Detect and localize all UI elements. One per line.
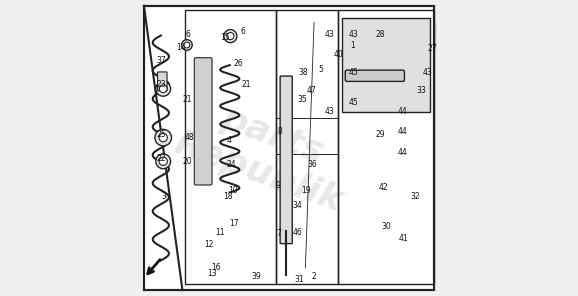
Text: 42: 42 [379, 184, 388, 192]
Wedge shape [426, 15, 434, 21]
Circle shape [156, 81, 171, 96]
Wedge shape [405, 15, 412, 21]
Text: 21: 21 [242, 80, 251, 89]
Text: 21: 21 [182, 95, 192, 104]
Wedge shape [434, 22, 440, 29]
Text: 28: 28 [376, 30, 385, 38]
FancyBboxPatch shape [144, 6, 434, 290]
Wedge shape [426, 50, 434, 57]
Text: 1: 1 [350, 41, 355, 50]
Wedge shape [397, 32, 401, 39]
Text: 40: 40 [334, 50, 343, 59]
Text: 38: 38 [298, 68, 308, 77]
Text: 45: 45 [349, 98, 358, 107]
Text: 35: 35 [298, 95, 307, 104]
Circle shape [227, 33, 234, 40]
Wedge shape [438, 32, 442, 39]
Text: 5: 5 [318, 65, 324, 74]
Text: 15: 15 [221, 33, 230, 41]
Text: 13: 13 [208, 269, 217, 278]
Circle shape [159, 133, 168, 142]
Text: 11: 11 [216, 228, 225, 237]
Bar [185, 10, 276, 284]
Circle shape [184, 42, 190, 48]
FancyBboxPatch shape [280, 76, 292, 244]
Text: 39: 39 [251, 272, 261, 281]
Wedge shape [405, 50, 412, 57]
Wedge shape [416, 13, 423, 17]
Text: 45: 45 [349, 68, 358, 77]
Bar [338, 10, 434, 284]
Text: 24: 24 [227, 160, 236, 169]
Text: 26: 26 [234, 59, 243, 68]
Text: 20: 20 [183, 157, 192, 166]
Circle shape [155, 129, 172, 146]
Polygon shape [342, 18, 429, 112]
Text: 22: 22 [157, 154, 166, 163]
Text: 43: 43 [325, 30, 335, 38]
Text: 14: 14 [176, 43, 186, 52]
Text: 44: 44 [398, 107, 408, 115]
Text: 43: 43 [349, 30, 358, 38]
Circle shape [400, 16, 439, 55]
Text: 36: 36 [307, 160, 317, 169]
FancyBboxPatch shape [345, 70, 405, 81]
Circle shape [156, 154, 171, 169]
Text: 34: 34 [292, 201, 302, 210]
Wedge shape [434, 42, 440, 49]
Text: 32: 32 [411, 192, 421, 201]
Text: 10: 10 [228, 186, 238, 195]
Text: 29: 29 [375, 130, 385, 139]
Text: 30: 30 [381, 222, 391, 231]
FancyBboxPatch shape [194, 58, 212, 185]
Bar [276, 154, 338, 284]
Circle shape [181, 40, 192, 50]
Wedge shape [416, 54, 423, 58]
Text: 25: 25 [156, 130, 166, 139]
Text: 8: 8 [277, 127, 282, 136]
Text: 33: 33 [417, 86, 427, 95]
Bar [276, 10, 338, 284]
Text: 41: 41 [399, 234, 409, 243]
Text: 17: 17 [229, 219, 239, 228]
Text: 19: 19 [301, 186, 310, 195]
Text: parts
Republik: parts Republik [170, 89, 361, 219]
Text: 44: 44 [398, 148, 408, 157]
Text: 4: 4 [227, 136, 232, 145]
Text: 16: 16 [212, 263, 221, 272]
Wedge shape [398, 22, 405, 29]
Circle shape [410, 27, 428, 44]
Text: 7: 7 [276, 229, 281, 238]
Text: 44: 44 [398, 127, 408, 136]
Wedge shape [398, 42, 405, 49]
FancyBboxPatch shape [158, 72, 167, 91]
Text: 2: 2 [312, 272, 317, 281]
Text: 12: 12 [203, 240, 213, 249]
Text: 46: 46 [292, 228, 302, 237]
Circle shape [159, 157, 168, 165]
Text: 27: 27 [428, 44, 438, 53]
Text: 6: 6 [186, 30, 190, 38]
Text: 9: 9 [276, 181, 280, 189]
Text: 37: 37 [156, 56, 166, 65]
Text: 43: 43 [423, 68, 432, 77]
Text: 31: 31 [295, 275, 304, 284]
Circle shape [224, 30, 237, 43]
Bar [276, 10, 338, 118]
Text: 18: 18 [224, 192, 233, 201]
Text: 23: 23 [156, 80, 166, 89]
Text: 3: 3 [162, 192, 166, 201]
Text: 48: 48 [184, 133, 194, 142]
Text: 47: 47 [306, 86, 316, 95]
Text: 6: 6 [240, 27, 246, 36]
Text: 43: 43 [325, 107, 335, 115]
Circle shape [160, 85, 167, 93]
